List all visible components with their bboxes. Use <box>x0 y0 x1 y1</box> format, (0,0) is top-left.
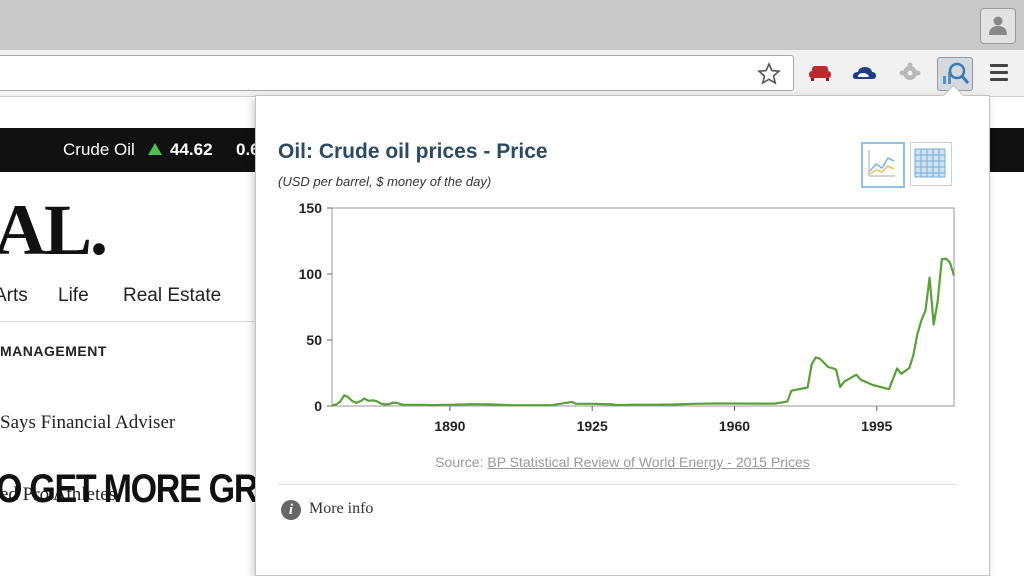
plot-area <box>331 207 955 407</box>
browser-toolbar <box>0 50 1024 97</box>
profile-button[interactable] <box>980 8 1016 44</box>
price-series-line <box>331 257 956 407</box>
nav-item-life[interactable]: Life <box>58 285 89 306</box>
chart-title: Oil: Crude oil prices - Price <box>278 140 548 163</box>
source-prefix: Source: <box>435 454 488 470</box>
more-info-link[interactable]: More info <box>309 500 374 517</box>
nav-item-arts[interactable]: Arts <box>0 285 28 306</box>
info-icon[interactable]: i <box>281 500 301 520</box>
y-tick-label: 50 <box>306 332 322 348</box>
ticker-name[interactable]: Crude Oil <box>63 140 135 159</box>
up-arrow-icon <box>148 143 162 155</box>
chart-subtitle: (USD per barrel, $ money of the day) <box>278 174 492 189</box>
ticker-value: 44.62 <box>170 140 213 159</box>
chart-source: Source: BP Statistical Review of World E… <box>256 454 989 470</box>
table-view-button[interactable] <box>910 142 952 186</box>
headline-line[interactable]: ed Pro Athletes <box>0 484 117 505</box>
source-link[interactable]: BP Statistical Review of World Energy - … <box>487 454 810 470</box>
line-chart-icon <box>868 150 895 177</box>
x-tick-label: 1995 <box>861 418 892 434</box>
table-grid-icon <box>914 148 946 178</box>
y-tick-label: 0 <box>314 398 322 414</box>
article-headline[interactable]: Says Financial Adviser ed Pro Athletes <box>0 363 175 555</box>
cloud-icon[interactable] <box>850 60 878 86</box>
site-logo[interactable]: AL. <box>0 190 108 270</box>
hamburger-icon[interactable] <box>990 64 1008 85</box>
y-tick-label: 150 <box>299 200 323 216</box>
address-bar[interactable] <box>0 55 794 91</box>
oil-price-chart: 0 50 100 150 1890 1925 1960 1995 <box>299 200 956 434</box>
popup-divider <box>278 484 956 485</box>
puzzle-icon[interactable] <box>896 60 924 86</box>
chart-search-icon[interactable] <box>937 57 973 91</box>
nav-divider <box>0 321 260 322</box>
ticker-change: 0.6 <box>236 140 260 159</box>
chart-view-button[interactable] <box>861 142 905 188</box>
x-tick-label: 1925 <box>577 418 608 434</box>
person-icon <box>989 16 1007 35</box>
x-tick-label: 1890 <box>434 418 465 434</box>
article-kicker[interactable]: MANAGEMENT <box>0 343 107 359</box>
couch-icon[interactable] <box>806 60 834 86</box>
bookmark-star-icon[interactable] <box>757 62 781 86</box>
x-tick-label: 1960 <box>719 418 750 434</box>
chart-popup: Oil: Crude oil prices - Price (USD per b… <box>255 84 990 576</box>
window-titlebar <box>0 0 1024 51</box>
y-tick-label: 100 <box>299 266 323 282</box>
nav-item-real-estate[interactable]: Real Estate <box>123 285 222 306</box>
headline-line[interactable]: Says Financial Adviser <box>0 412 176 433</box>
